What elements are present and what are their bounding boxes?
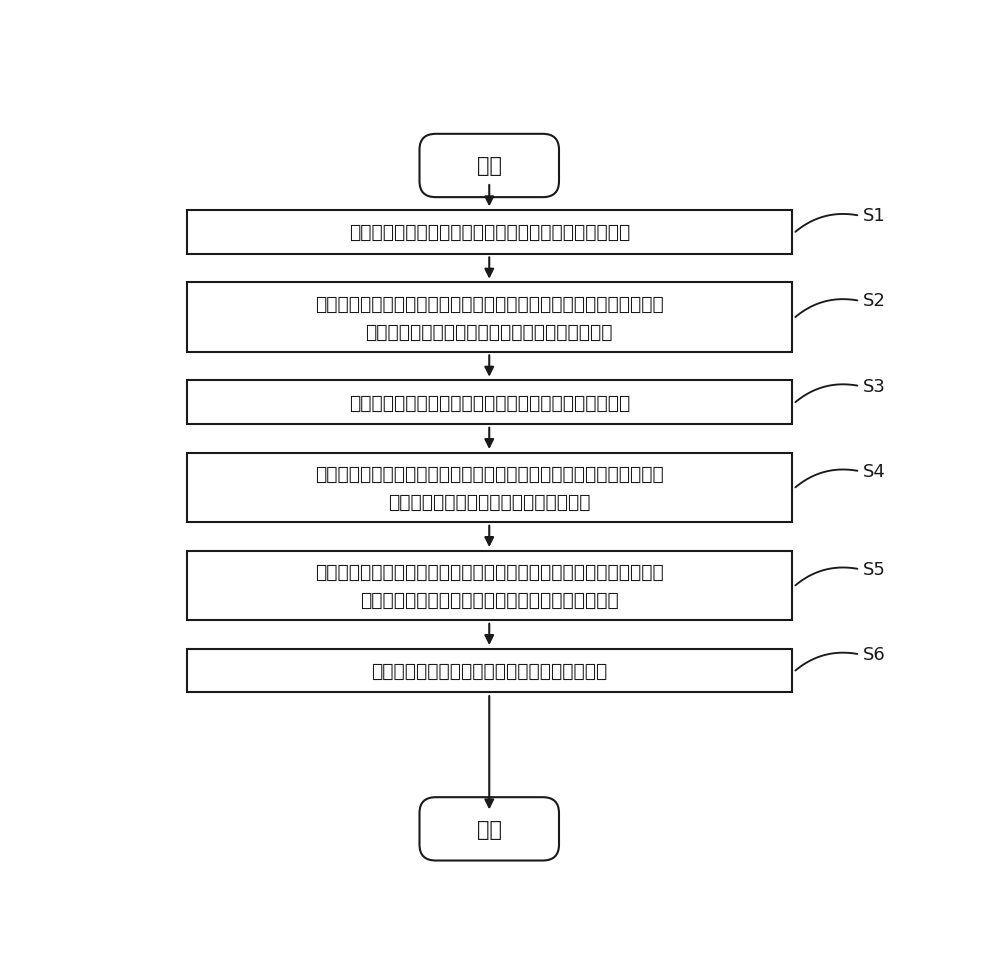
Text: S1: S1 [863, 207, 886, 225]
Text: S4: S4 [863, 463, 886, 480]
FancyBboxPatch shape [187, 649, 792, 692]
Text: 将预训练语言模型中除分类器模块外的其他参数进行冻结: 将预训练语言模型中除分类器模块外的其他参数进行冻结 [349, 223, 630, 243]
Text: 将训练数据集输入预训练语言模型，根据给定下游任务对分类器模块进
行反向传播和梯度更新，得到训练好的分类器模块: 将训练数据集输入预训练语言模型，根据给定下游任务对分类器模块进 行反向传播和梯度… [315, 294, 664, 341]
Text: S2: S2 [863, 292, 886, 310]
FancyBboxPatch shape [187, 283, 792, 352]
Text: 在预训练语言模型的每层自注意力的后面分别插入适配器: 在预训练语言模型的每层自注意力的后面分别插入适配器 [349, 393, 630, 413]
Text: 开始: 开始 [477, 156, 502, 176]
FancyBboxPatch shape [187, 381, 792, 424]
FancyBboxPatch shape [420, 135, 559, 198]
Text: 将训练数据集输入预训练语言模型，根据给定下游任务对各个适配器和
归一化模块进行微调，得到微调好的预训练语言模型: 将训练数据集输入预训练语言模型，根据给定下游任务对各个适配器和 归一化模块进行微… [315, 562, 664, 609]
FancyBboxPatch shape [187, 552, 792, 620]
Text: S6: S6 [863, 645, 886, 663]
Text: 将预训练语言模型的各个适配器和归一化模块解冻，并将预训练语言模
型的训练好的分类器模块和其他参数冻结: 将预训练语言模型的各个适配器和归一化模块解冻，并将预训练语言模 型的训练好的分类… [315, 465, 664, 511]
FancyBboxPatch shape [187, 453, 792, 522]
Text: S3: S3 [863, 378, 886, 395]
FancyBboxPatch shape [187, 210, 792, 254]
Text: 结束: 结束 [477, 819, 502, 839]
Text: 将待分类数据输入预训练语言模型得到分类结果: 将待分类数据输入预训练语言模型得到分类结果 [371, 661, 607, 681]
Text: S5: S5 [863, 560, 886, 578]
FancyBboxPatch shape [420, 797, 559, 861]
